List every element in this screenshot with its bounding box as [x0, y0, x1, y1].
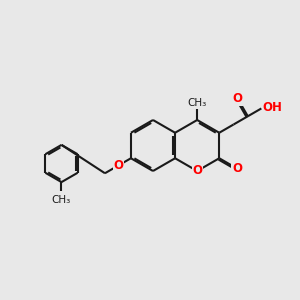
Text: O: O [192, 164, 202, 178]
Text: O: O [232, 162, 242, 175]
Text: O: O [232, 92, 243, 105]
Text: O: O [113, 159, 123, 172]
Text: CH₃: CH₃ [52, 195, 71, 205]
Text: OH: OH [262, 101, 283, 114]
Text: CH₃: CH₃ [188, 98, 207, 109]
